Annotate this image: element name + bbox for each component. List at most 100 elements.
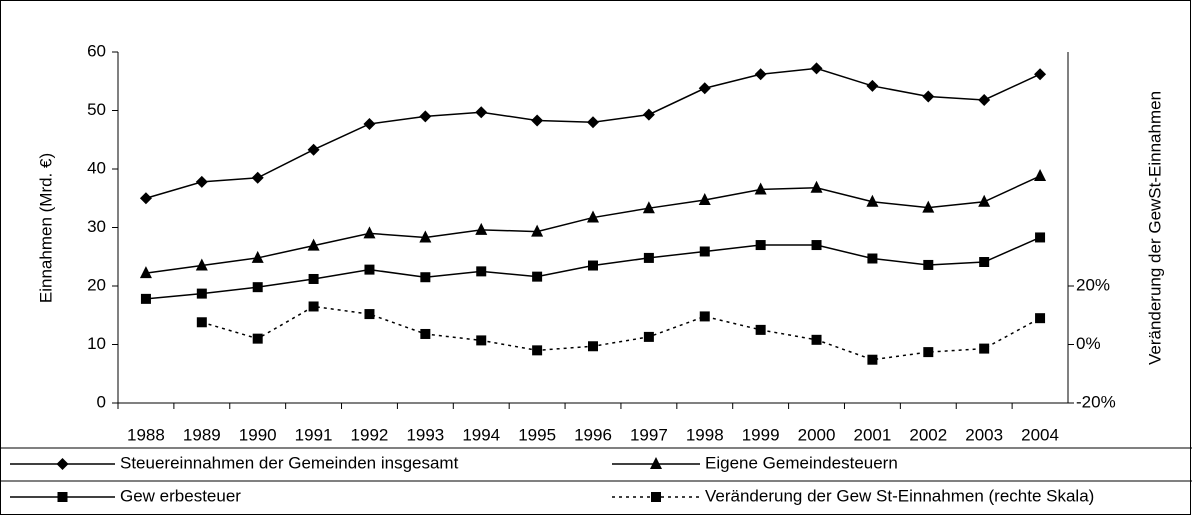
y-tick-label: 30	[87, 217, 106, 236]
x-tick-label: 2004	[1021, 425, 1059, 444]
data-point	[252, 282, 263, 293]
legend-marker	[650, 457, 662, 469]
x-tick-label: 2003	[965, 425, 1003, 444]
data-point	[978, 194, 991, 207]
data-point	[587, 210, 599, 223]
data-point	[699, 246, 710, 257]
x-tick-label: 1995	[518, 425, 556, 444]
data-point	[1034, 68, 1047, 81]
series-line	[201, 305, 1041, 361]
data-point	[922, 200, 935, 213]
x-tick-label: 1992	[351, 425, 389, 444]
data-point	[866, 194, 879, 207]
x-tick-label: 2000	[798, 425, 836, 444]
legend-marker	[56, 458, 69, 470]
legend-label: Veränderung der Gew St-Einnahmen (rechte…	[705, 486, 1094, 505]
data-point	[308, 273, 319, 284]
legend-marker	[57, 492, 68, 502]
y-axis-title: Einnahmen (Mrd. €)	[36, 153, 55, 303]
x-tick-label: 1996	[574, 425, 612, 444]
data-point	[867, 354, 878, 365]
data-point	[476, 266, 487, 277]
legend-marker	[651, 492, 661, 502]
x-tick-label: 1991	[295, 425, 333, 444]
data-point	[643, 331, 654, 342]
data-point	[867, 253, 878, 264]
data-point	[698, 82, 711, 95]
data-point	[923, 347, 934, 358]
x-tick-label: 2002	[909, 425, 947, 444]
y-tick-label: 20	[87, 275, 106, 294]
data-point	[476, 335, 487, 346]
data-point	[139, 192, 152, 205]
data-point	[587, 116, 599, 129]
data-point	[978, 93, 991, 106]
data-point	[196, 317, 207, 328]
data-point	[364, 264, 375, 275]
data-point	[811, 334, 822, 345]
x-tick-label: 1994	[462, 425, 500, 444]
data-point	[475, 222, 488, 235]
data-point	[810, 62, 823, 75]
data-point	[866, 79, 879, 92]
data-point	[643, 252, 654, 263]
data-point	[307, 238, 320, 251]
data-point	[1034, 169, 1047, 182]
y2-axis-title: Veränderung der GewSt-Einnahmen	[1145, 91, 1164, 365]
data-point	[755, 240, 766, 251]
data-point	[531, 224, 544, 237]
data-point	[532, 271, 543, 282]
data-point	[195, 175, 208, 188]
y-tick-label: 0	[97, 392, 106, 411]
y-tick-label: 40	[87, 158, 106, 177]
y2-tick-label: 20%	[1076, 275, 1110, 294]
x-tick-label: 1989	[183, 425, 221, 444]
data-point	[251, 250, 264, 263]
data-point	[699, 311, 710, 322]
x-tick-label: 2001	[853, 425, 891, 444]
data-point	[755, 324, 766, 335]
data-point	[419, 230, 432, 243]
data-point	[1035, 313, 1046, 324]
data-point	[922, 90, 935, 103]
data-point	[363, 226, 376, 239]
data-point	[475, 106, 488, 119]
data-point	[531, 114, 544, 127]
data-point	[364, 309, 375, 320]
data-point	[979, 257, 990, 268]
legend-label: Steuereinnahmen der Gemeinden insgesamt	[120, 453, 459, 472]
data-point	[139, 266, 152, 279]
x-tick-label: 1998	[686, 425, 724, 444]
y-tick-label: 10	[87, 334, 106, 353]
data-point	[419, 110, 432, 123]
data-point	[363, 117, 376, 130]
x-tick-label: 1993	[406, 425, 444, 444]
data-point	[1035, 232, 1046, 243]
data-point	[140, 293, 151, 304]
data-point	[420, 272, 431, 283]
y2-tick-label: -20%	[1076, 392, 1116, 411]
data-point	[923, 259, 934, 270]
data-point	[251, 171, 264, 184]
data-point	[698, 193, 711, 206]
x-tick-label: 1988	[127, 425, 165, 444]
data-point	[588, 341, 598, 352]
y-tick-label: 50	[87, 100, 106, 119]
x-tick-label: 1990	[239, 425, 277, 444]
x-tick-label: 1997	[630, 425, 668, 444]
data-point	[754, 68, 767, 81]
data-point	[642, 108, 655, 121]
x-tick-label: 1999	[742, 425, 780, 444]
data-point	[532, 345, 543, 356]
data-point	[308, 301, 319, 312]
y-tick-label: 60	[87, 41, 106, 60]
data-point	[420, 328, 431, 339]
y2-tick-label: 0%	[1076, 334, 1101, 353]
data-point	[307, 143, 320, 156]
data-point	[754, 182, 767, 195]
data-point	[811, 240, 822, 251]
data-point	[196, 288, 207, 299]
data-point	[810, 180, 823, 193]
